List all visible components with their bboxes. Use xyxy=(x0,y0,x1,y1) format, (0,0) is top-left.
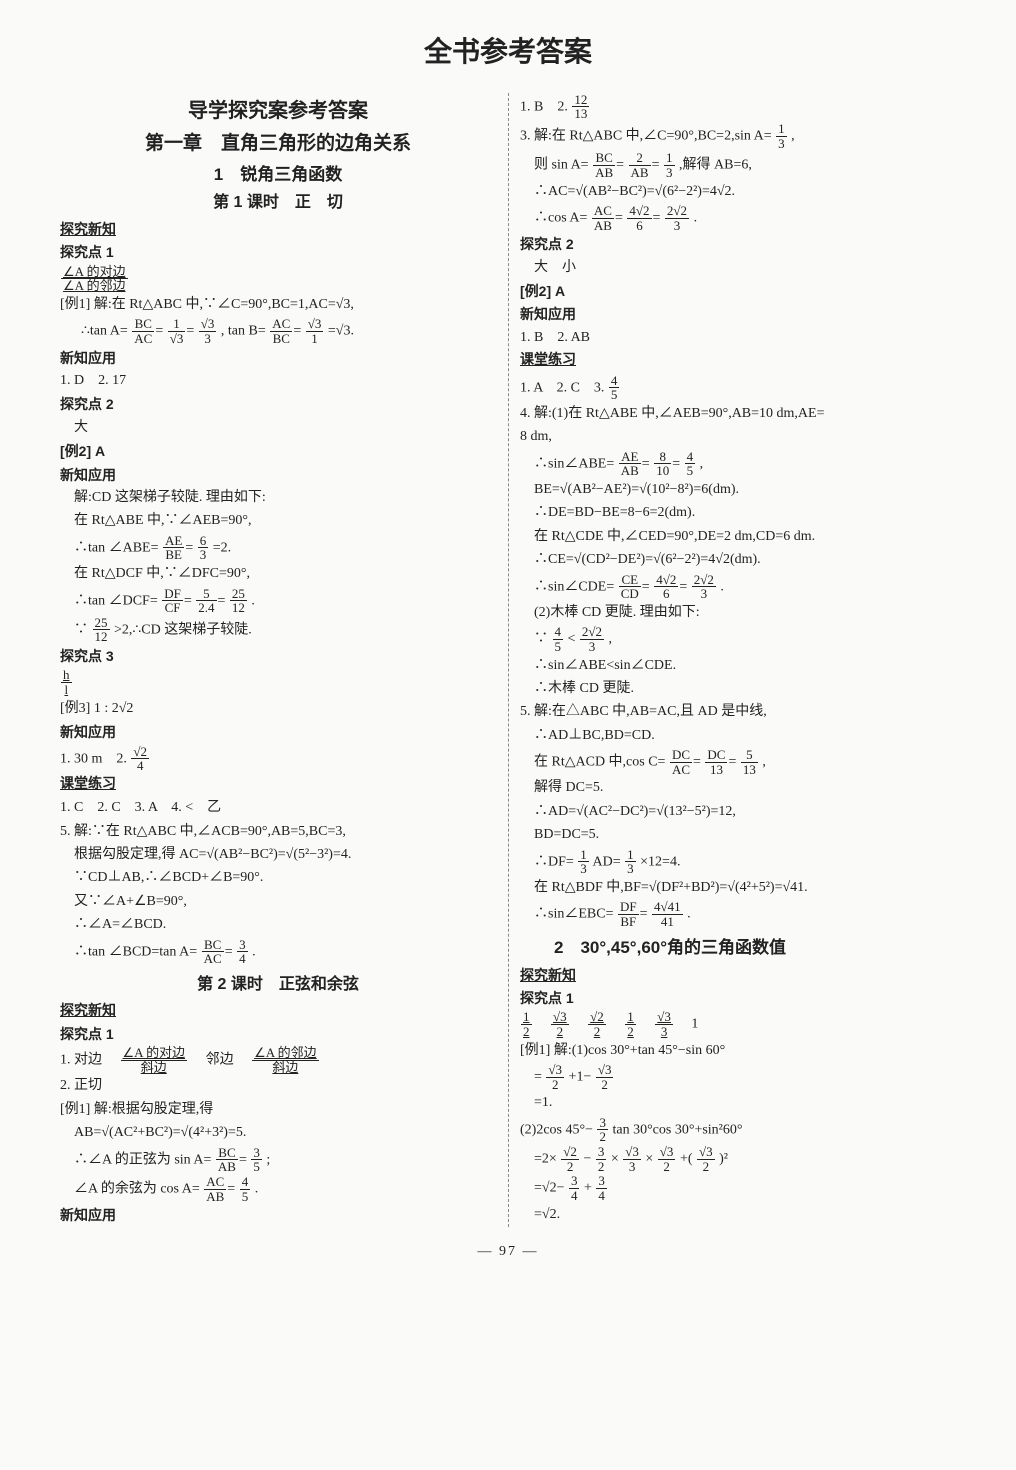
answer-line: 1. B 2. AB xyxy=(520,327,956,349)
math-line: 在 Rt△ABE 中,∵∠AEB=90°, xyxy=(60,510,496,532)
lesson-heading: 第 1 课时 正 切 xyxy=(60,190,496,216)
page-number: — 97 — xyxy=(60,1241,956,1263)
math-line: ∴sin∠ABE<sin∠CDE. xyxy=(520,655,956,677)
math-line: [例1] 解:(1)cos 30°+tan 45°−sin 60° xyxy=(520,1040,956,1062)
math-line: AB=√(AC²+BC²)=√(4²+3²)=5. xyxy=(60,1122,496,1144)
math-line: ∴sin∠EBC= DFBF= 4√4141 . xyxy=(520,900,956,928)
point-heading: 探究点 1 xyxy=(60,1023,496,1045)
math-line: 在 Rt△DCF 中,∵∠DFC=90°, xyxy=(60,563,496,585)
math-line: ∠A 的对边∠A 的邻边 xyxy=(60,265,496,293)
math-line: ∴DF= 13 AD= 13 ×12=4. xyxy=(520,848,956,876)
math-line: =√2. xyxy=(520,1204,956,1226)
math-line: ∴tan A= BCAC= 1√3= √33 , tan B= ACBC= √3… xyxy=(60,317,496,345)
math-line: =1. xyxy=(520,1092,956,1114)
answer-line: 1. B 2. 1213 xyxy=(520,93,956,121)
math-line: ∴DE=BD−BE=8−6=2(dm). xyxy=(520,502,956,524)
math-line: (2)2cos 45°− 32 tan 30°cos 30°+sin²60° xyxy=(520,1116,956,1144)
answer-line: 1. D 2. 17 xyxy=(60,370,496,392)
math-line: 4. 解:(1)在 Rt△ABE 中,∠AEB=90°,AB=10 dm,AE= xyxy=(520,403,956,425)
math-line: ∴木棒 CD 更陡. xyxy=(520,678,956,700)
sub-heading: 新知应用 xyxy=(60,347,496,369)
math-line: 5. 解:∵在 Rt△ABC 中,∠ACB=90°,AB=5,BC=3, xyxy=(60,821,496,843)
math-line: 又∵∠A+∠B=90°, xyxy=(60,891,496,913)
math-line: ∵ 45 < 2√23 , xyxy=(520,625,956,653)
topic-heading: 2 30°,45°,60°角的三角函数值 xyxy=(520,934,956,961)
math-line: (2)木棒 CD 更陡. 理由如下: xyxy=(520,602,956,624)
point-heading: 探究点 1 xyxy=(520,987,956,1009)
math-line: BE=√(AB²−AE²)=√(10²−8²)=6(dm). xyxy=(520,479,956,501)
lesson-heading: 第 2 课时 正弦和余弦 xyxy=(60,972,496,998)
math-line: ∴AD⊥BC,BD=CD. xyxy=(520,725,956,747)
math-line: ∵ 2512 >2,∴CD 这架梯子较陡. xyxy=(60,616,496,644)
math-line: 在 Rt△ACD 中,cos C= DCAC= DC13= 513 , xyxy=(520,748,956,776)
point-heading: 探究点 3 xyxy=(60,645,496,667)
math-line: 解:CD 这架梯子较陡. 理由如下: xyxy=(60,487,496,509)
math-line: ∴tan ∠ABE= AEBE= 63 =2. xyxy=(60,534,496,562)
math-line: BD=DC=5. xyxy=(520,824,956,846)
math-line: ∴cos A= ACAB= 4√26= 2√23 . xyxy=(520,204,956,232)
section-heading: 导学探究案参考答案 xyxy=(60,95,496,127)
math-line: ∴CE=√(CD²−DE²)=√(6²−2²)=4√2(dm). xyxy=(520,549,956,571)
sub-heading: 新知应用 xyxy=(520,303,956,325)
math-line: ∴tan ∠BCD=tan A= BCAC= 34 . xyxy=(60,938,496,966)
math-line: 12 √32 √22 12 √33 1 xyxy=(520,1010,956,1038)
math-line: ∴tan ∠DCF= DFCF= 52.4= 2512 . xyxy=(60,587,496,615)
math-line: 5. 解:在△ABC 中,AB=AC,且 AD 是中线, xyxy=(520,701,956,723)
fraction: ∠A 的对边∠A 的邻边 xyxy=(61,265,128,293)
point-heading: 探究点 2 xyxy=(520,233,956,255)
chapter-heading: 第一章 直角三角形的边角关系 xyxy=(60,129,496,159)
math-line: 根据勾股定理,得 AC=√(AB²−BC²)=√(5²−3²)=4. xyxy=(60,844,496,866)
math-line: 1. 对边 ∠A 的对边斜边 邻边 ∠A 的邻边斜边 xyxy=(60,1046,496,1074)
math-line: 则 sin A= BCAB= 2AB= 13 ,解得 AB=6, xyxy=(520,151,956,179)
answer-line: 1. 30 m 2. √24 xyxy=(60,745,496,773)
sub-heading: 课堂练习 xyxy=(520,350,956,372)
answer-line: 1. C 2. C 3. A 4. < 乙 xyxy=(60,797,496,819)
math-line: hl xyxy=(60,668,496,696)
topic-heading: 1 锐角三角函数 xyxy=(60,161,496,188)
math-line: ∴∠A 的正弦为 sin A= BCAB= 35 ; xyxy=(60,1146,496,1174)
example-label: [例2] A xyxy=(60,440,496,462)
math-line: ∠A 的余弦为 cos A= ACAB= 45 . xyxy=(60,1175,496,1203)
sub-heading: 新知应用 xyxy=(60,1204,496,1226)
math-line: 3. 解:在 Rt△ABC 中,∠C=90°,BC=2,sin A= 13 , xyxy=(520,122,956,150)
math-line: [例1] 解:在 Rt△ABC 中,∵∠C=90°,BC=1,AC=√3, xyxy=(60,294,496,316)
answer-line: 1. A 2. C 3. 45 xyxy=(520,374,956,402)
math-line: =2× √22 − 32 × √33 × √32 +( √32 )² xyxy=(520,1145,956,1173)
math-line: ∵CD⊥AB,∴∠BCD+∠B=90°. xyxy=(60,867,496,889)
math-line: ∴sin∠ABE= AEAB= 810= 45 , xyxy=(520,450,956,478)
point-heading: 探究点 1 xyxy=(60,241,496,263)
math-line: 在 Rt△BDF 中,BF=√(DF²+BD²)=√(4²+5²)=√41. xyxy=(520,877,956,899)
math-line: =√2− 34 + 34 xyxy=(520,1174,956,1202)
sub-heading: 新知应用 xyxy=(60,464,496,486)
math-line: 8 dm, xyxy=(520,426,956,448)
math-line: ∴AD=√(AC²−DC²)=√(13²−5²)=12, xyxy=(520,801,956,823)
example-label: [例3] 1 : 2√2 xyxy=(60,698,496,720)
sub-heading: 课堂练习 xyxy=(60,774,496,796)
math-line: = √32 +1− √32 xyxy=(520,1063,956,1091)
math-line: [例1] 解:根据勾股定理,得 xyxy=(60,1099,496,1121)
math-line: 解得 DC=5. xyxy=(520,777,956,799)
answer-line: 2. 正切 xyxy=(60,1075,496,1097)
answer-line: 大 xyxy=(60,417,496,439)
sub-heading: 新知应用 xyxy=(60,721,496,743)
answer-line: 大 小 xyxy=(520,257,956,279)
point-heading: 探究点 2 xyxy=(60,393,496,415)
math-line: ∴∠A=∠BCD. xyxy=(60,914,496,936)
example-label: [例2] A xyxy=(520,280,956,302)
math-line: ∴sin∠CDE= CECD= 4√26= 2√23 . xyxy=(520,573,956,601)
content-columns: 导学探究案参考答案 第一章 直角三角形的边角关系 1 锐角三角函数 第 1 课时… xyxy=(60,93,956,1228)
sub-heading: 探究新知 xyxy=(60,218,496,240)
page-title: 全书参考答案 xyxy=(60,30,956,75)
math-line: ∴AC=√(AB²−BC²)=√(6²−2²)=4√2. xyxy=(520,181,956,203)
sub-heading: 探究新知 xyxy=(520,964,956,986)
math-line: 在 Rt△CDE 中,∠CED=90°,DE=2 dm,CD=6 dm. xyxy=(520,526,956,548)
sub-heading: 探究新知 xyxy=(60,999,496,1021)
